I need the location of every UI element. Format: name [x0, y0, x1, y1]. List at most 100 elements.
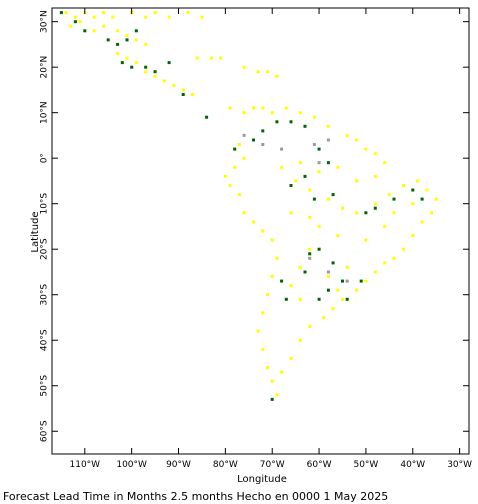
y-tick-label: 50°S — [40, 375, 50, 397]
data-point-s0-114 — [336, 234, 340, 238]
y-tick-label: 30°S — [40, 284, 50, 306]
data-point-s0-60 — [275, 256, 279, 260]
data-point-s0-86 — [373, 270, 377, 274]
data-point-s2-6 — [308, 256, 312, 260]
data-point-s0-73 — [355, 211, 359, 215]
data-point-s0-28 — [191, 93, 195, 96]
data-point-s0-102 — [364, 238, 368, 242]
data-point-s2-8 — [345, 279, 349, 283]
data-point-s0-97 — [308, 247, 312, 251]
x-tick-label: 50°W — [353, 460, 378, 470]
data-point-s0-62 — [266, 293, 269, 297]
data-point-s1-17 — [275, 120, 279, 124]
data-point-s0-66 — [266, 366, 269, 369]
data-point-s0-110 — [355, 179, 359, 183]
data-point-s2-3 — [312, 143, 316, 146]
data-point-s0-20 — [116, 52, 120, 55]
data-point-s0-103 — [383, 224, 387, 228]
data-point-s1-22 — [303, 174, 307, 178]
data-point-s0-52 — [233, 165, 237, 169]
data-point-s0-91 — [322, 316, 326, 319]
data-point-s2-0 — [242, 133, 246, 137]
data-point-s0-92 — [308, 325, 312, 329]
data-point-s1-31 — [317, 247, 321, 251]
x-tick-label: 80°W — [213, 460, 238, 470]
data-point-s1-16 — [261, 129, 265, 133]
x-tick-label: 90°W — [166, 460, 191, 470]
data-point-s2-2 — [280, 147, 284, 151]
data-point-s0-111 — [373, 174, 377, 178]
data-point-s1-10 — [153, 70, 157, 74]
data-point-s0-64 — [256, 329, 260, 333]
data-point-s0-53 — [223, 174, 227, 178]
y-tick-label: 10°N — [40, 101, 50, 124]
data-point-s0-57 — [252, 220, 255, 224]
data-point-s0-82 — [411, 234, 415, 238]
data-point-s0-4 — [102, 11, 105, 15]
data-point-s0-100 — [336, 288, 340, 292]
data-point-s1-32 — [308, 252, 312, 256]
plot-frame — [51, 7, 470, 455]
data-point-s1-29 — [411, 188, 415, 192]
data-point-s0-104 — [392, 211, 396, 215]
data-point-s0-18 — [134, 38, 138, 42]
data-point-s0-84 — [392, 256, 396, 260]
y-tick-label: 60°S — [40, 420, 50, 442]
data-point-s0-98 — [298, 265, 302, 269]
data-point-s1-7 — [120, 61, 124, 65]
y-tick-label: 30°N — [40, 10, 50, 33]
data-point-s2-7 — [326, 270, 330, 274]
data-point-s0-112 — [289, 211, 293, 215]
y-tick-label: 10°S — [40, 193, 50, 215]
data-point-s1-8 — [130, 65, 134, 69]
data-point-s0-12 — [69, 24, 73, 28]
data-point-s0-88 — [355, 288, 359, 292]
data-point-s0-96 — [317, 224, 321, 228]
data-point-s1-19 — [303, 124, 307, 128]
data-point-s0-70 — [308, 188, 312, 192]
data-point-s1-35 — [326, 288, 330, 292]
data-point-s0-11 — [200, 15, 204, 19]
data-point-s1-25 — [331, 193, 335, 197]
data-point-s0-42 — [298, 111, 302, 115]
data-point-s0-38 — [252, 106, 255, 110]
data-point-s1-9 — [144, 65, 148, 69]
data-point-s0-10 — [186, 11, 190, 15]
data-point-s0-89 — [341, 297, 344, 301]
data-point-s1-2 — [83, 29, 87, 33]
data-point-s0-72 — [341, 206, 344, 210]
data-point-s0-43 — [312, 115, 316, 119]
data-point-s0-44 — [326, 124, 330, 128]
data-point-s0-14 — [92, 29, 96, 33]
data-point-s0-116 — [298, 297, 302, 301]
data-point-s0-56 — [242, 211, 246, 215]
data-point-s0-15 — [102, 24, 105, 28]
data-point-s0-41 — [284, 106, 288, 110]
data-point-s0-67 — [270, 379, 274, 383]
data-point-s0-16 — [116, 29, 120, 33]
data-point-s1-15 — [252, 138, 255, 142]
data-point-s0-22 — [134, 61, 138, 65]
y-axis-title: Latitude — [30, 211, 41, 252]
data-point-s0-115 — [289, 284, 293, 288]
data-point-s1-37 — [345, 297, 349, 301]
data-point-s0-25 — [162, 79, 166, 83]
plot-background — [52, 8, 469, 454]
data-point-s1-0 — [59, 11, 63, 15]
data-point-s0-37 — [242, 111, 246, 115]
data-point-s0-3 — [92, 15, 96, 19]
data-point-s0-71 — [326, 197, 330, 201]
x-axis-title: Longitude — [237, 474, 287, 485]
x-tick-label: 110°W — [70, 460, 101, 470]
x-tick-label: 40°W — [400, 460, 425, 470]
data-point-s0-50 — [237, 143, 241, 146]
caption: Forecast Lead Time in Months 2.5 months … — [3, 490, 388, 503]
data-point-s0-30 — [209, 56, 213, 60]
data-point-s0-46 — [355, 138, 359, 142]
data-point-s0-13 — [78, 20, 82, 24]
data-point-s0-93 — [298, 338, 302, 342]
data-point-s1-40 — [280, 279, 284, 283]
data-point-s0-0 — [64, 11, 68, 15]
data-point-s1-18 — [289, 120, 293, 124]
